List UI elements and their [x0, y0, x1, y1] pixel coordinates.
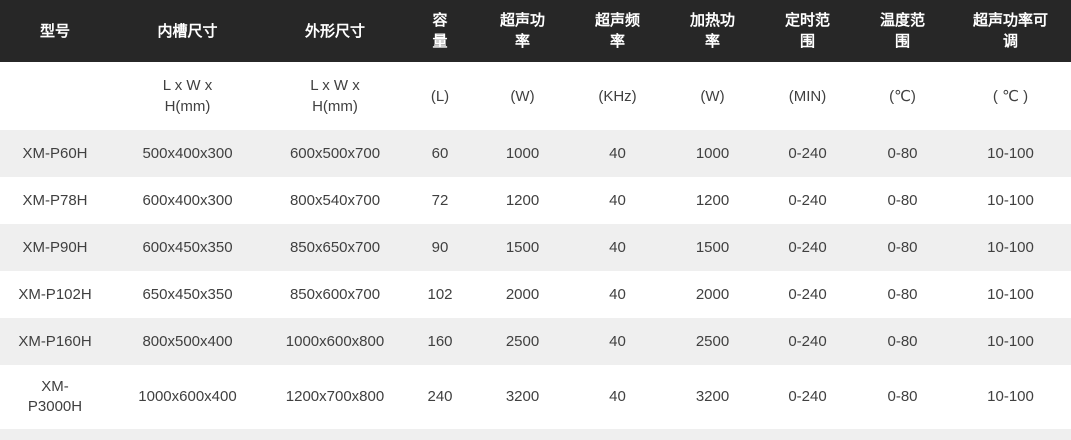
ultrasonic-power-cell: 2000 — [475, 271, 570, 318]
ultrasonic-frequency-cell: 40 — [570, 224, 665, 271]
unit-capacity: (L) — [405, 62, 475, 130]
timer-range-cell: 0-240 — [760, 365, 855, 429]
ultrasonic-frequency-cell: 40 — [570, 271, 665, 318]
temp-range-cell: 0-80 — [855, 318, 950, 365]
heating-power-cell: 1200 — [665, 177, 760, 224]
power-adjustable-cell: 10-100 — [950, 224, 1071, 271]
ultrasonic-power-cell: 1500 — [475, 224, 570, 271]
ultrasonic-power-cell: 1200 — [475, 177, 570, 224]
unit-temp-range: (℃) — [855, 62, 950, 130]
heating-power-cell: 1500 — [665, 224, 760, 271]
col-header-ultrasonic-power: 超声功 率 — [475, 0, 570, 62]
temp-range-cell: 0-80 — [855, 130, 950, 177]
capacity-cell: 60 — [405, 130, 475, 177]
units-row: L x W x H(mm) L x W x H(mm) (L) (W) (KHz… — [0, 62, 1071, 130]
col-header-heating-power: 加热功 率 — [665, 0, 760, 62]
ultrasonic-frequency-cell: 40 — [570, 318, 665, 365]
ultrasonic-power-cell: 2500 — [475, 318, 570, 365]
outer-size-cell: 800x540x700 — [265, 177, 405, 224]
temp-range-cell: 0-80 — [855, 365, 950, 429]
unit-ultrasonic-power-adjustable: ( ℃ ) — [950, 62, 1071, 130]
power-adjustable-cell: 10-100 — [950, 177, 1071, 224]
spec-table: 型号 内槽尺寸 外形尺寸 容 量 超声功 率 超声频 率 加热功 率 定时范 围… — [0, 0, 1071, 429]
capacity-cell: 240 — [405, 365, 475, 429]
unit-ultrasonic-frequency: (KHz) — [570, 62, 665, 130]
table-row: XM-P102H 650x450x350 850x600x700 102 200… — [0, 271, 1071, 318]
model-cell: XM-P160H — [0, 318, 110, 365]
ultrasonic-power-cell: 3200 — [475, 365, 570, 429]
capacity-cell: 72 — [405, 177, 475, 224]
heating-power-cell: 2500 — [665, 318, 760, 365]
heating-power-cell: 1000 — [665, 130, 760, 177]
header-row: 型号 内槽尺寸 外形尺寸 容 量 超声功 率 超声频 率 加热功 率 定时范 围… — [0, 0, 1071, 62]
capacity-cell: 160 — [405, 318, 475, 365]
outer-size-cell: 1200x700x800 — [265, 365, 405, 429]
outer-size-cell: 850x650x700 — [265, 224, 405, 271]
inner-size-cell: 500x400x300 — [110, 130, 265, 177]
heating-power-cell: 2000 — [665, 271, 760, 318]
col-header-temp-range: 温度范 围 — [855, 0, 950, 62]
inner-size-cell: 600x450x350 — [110, 224, 265, 271]
inner-size-cell: 600x400x300 — [110, 177, 265, 224]
outer-size-cell: 850x600x700 — [265, 271, 405, 318]
model-cell: XM-P102H — [0, 271, 110, 318]
timer-range-cell: 0-240 — [760, 224, 855, 271]
ultrasonic-frequency-cell: 40 — [570, 130, 665, 177]
unit-inner-size: L x W x H(mm) — [110, 62, 265, 130]
table-row: XM-P160H 800x500x400 1000x600x800 160 25… — [0, 318, 1071, 365]
outer-size-cell: 1000x600x800 — [265, 318, 405, 365]
unit-ultrasonic-power: (W) — [475, 62, 570, 130]
col-header-model: 型号 — [0, 0, 110, 62]
power-adjustable-cell: 10-100 — [950, 318, 1071, 365]
model-cell: XM- P3000H — [0, 365, 110, 429]
timer-range-cell: 0-240 — [760, 271, 855, 318]
table-row: XM- P3000H 1000x600x400 1200x700x800 240… — [0, 365, 1071, 429]
inner-size-cell: 1000x600x400 — [110, 365, 265, 429]
table-row: XM-P90H 600x450x350 850x650x700 90 1500 … — [0, 224, 1071, 271]
col-header-ultrasonic-power-adjustable: 超声功率可 调 — [950, 0, 1071, 62]
heating-power-cell: 3200 — [665, 365, 760, 429]
temp-range-cell: 0-80 — [855, 224, 950, 271]
ultrasonic-power-cell: 1000 — [475, 130, 570, 177]
unit-heating-power: (W) — [665, 62, 760, 130]
col-header-outer-size: 外形尺寸 — [265, 0, 405, 62]
capacity-cell: 90 — [405, 224, 475, 271]
col-header-timer-range: 定时范 围 — [760, 0, 855, 62]
outer-size-cell: 600x500x700 — [265, 130, 405, 177]
ultrasonic-frequency-cell: 40 — [570, 365, 665, 429]
inner-size-cell: 650x450x350 — [110, 271, 265, 318]
model-cell: XM-P78H — [0, 177, 110, 224]
inner-size-cell: 800x500x400 — [110, 318, 265, 365]
temp-range-cell: 0-80 — [855, 177, 950, 224]
timer-range-cell: 0-240 — [760, 130, 855, 177]
unit-model — [0, 62, 110, 130]
table-row: XM-P60H 500x400x300 600x500x700 60 1000 … — [0, 130, 1071, 177]
power-adjustable-cell: 10-100 — [950, 130, 1071, 177]
ultrasonic-frequency-cell: 40 — [570, 177, 665, 224]
col-header-capacity: 容 量 — [405, 0, 475, 62]
cutoff-next-row — [0, 429, 1071, 440]
unit-outer-size: L x W x H(mm) — [265, 62, 405, 130]
col-header-ultrasonic-frequency: 超声频 率 — [570, 0, 665, 62]
model-cell: XM-P90H — [0, 224, 110, 271]
model-cell: XM-P60H — [0, 130, 110, 177]
temp-range-cell: 0-80 — [855, 271, 950, 318]
unit-timer-range: (MIN) — [760, 62, 855, 130]
timer-range-cell: 0-240 — [760, 318, 855, 365]
power-adjustable-cell: 10-100 — [950, 365, 1071, 429]
capacity-cell: 102 — [405, 271, 475, 318]
table-row: XM-P78H 600x400x300 800x540x700 72 1200 … — [0, 177, 1071, 224]
power-adjustable-cell: 10-100 — [950, 271, 1071, 318]
col-header-inner-size: 内槽尺寸 — [110, 0, 265, 62]
timer-range-cell: 0-240 — [760, 177, 855, 224]
